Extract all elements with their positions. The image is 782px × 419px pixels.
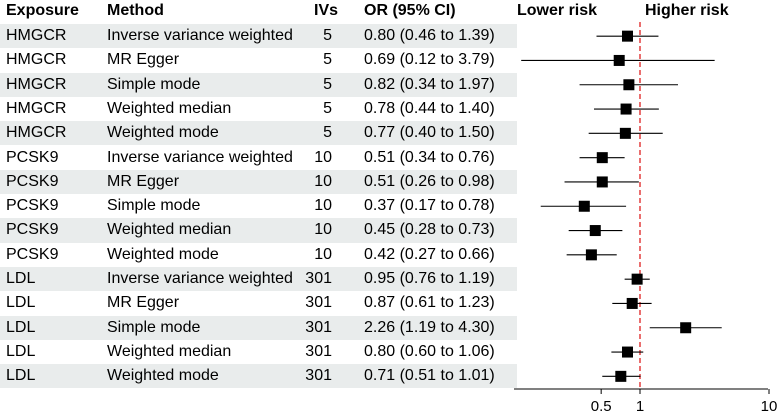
cell-method: Simple mode xyxy=(107,197,201,215)
cell-or-ci: 0.78 (0.44 to 1.40) xyxy=(364,99,495,117)
cell-exposure: HMGCR xyxy=(6,27,67,44)
cell-ivs: 5 xyxy=(323,51,332,69)
cell-method: Simple mode xyxy=(107,75,201,93)
point-estimate xyxy=(578,200,590,212)
cell-ivs: 5 xyxy=(323,75,332,93)
cell-method: Simple mode xyxy=(107,318,201,336)
cell-ivs: 301 xyxy=(305,367,332,385)
point-estimate xyxy=(585,249,597,261)
cell-or-ci: 0.95 (0.76 to 1.19) xyxy=(364,270,495,287)
point-estimate xyxy=(619,127,631,139)
point-estimate xyxy=(596,176,608,188)
cell-ivs: 301 xyxy=(305,342,332,360)
cell-or-ci: 0.80 (0.46 to 1.39) xyxy=(364,27,495,44)
cell-ivs: 10 xyxy=(314,245,332,263)
cell-exposure: LDL xyxy=(6,367,36,385)
cell-exposure: PCSK9 xyxy=(6,172,59,190)
cell-or-ci: 0.77 (0.40 to 1.50) xyxy=(364,124,495,142)
cell-exposure: PCSK9 xyxy=(6,148,59,166)
cell-ivs: 10 xyxy=(314,172,332,190)
point-estimate xyxy=(623,79,635,91)
cell-ivs: 10 xyxy=(314,221,332,239)
cell-or-ci: 0.82 (0.34 to 1.97) xyxy=(364,75,495,93)
point-estimate xyxy=(620,103,632,115)
row-background xyxy=(0,315,517,340)
row-background xyxy=(0,218,517,243)
cell-or-ci: 0.42 (0.27 to 0.66) xyxy=(364,245,495,263)
cell-or-ci: 0.51 (0.26 to 0.98) xyxy=(364,172,495,190)
cell-ivs: 10 xyxy=(314,197,332,215)
header-exposure: Exposure xyxy=(6,2,79,19)
header-method: Method xyxy=(107,2,164,19)
cell-method: Inverse variance weighted xyxy=(107,270,293,287)
cell-exposure: LDL xyxy=(6,342,36,360)
cell-method: Weighted median xyxy=(107,221,232,239)
cell-or-ci: 0.80 (0.60 to 1.06) xyxy=(364,342,495,360)
cell-ivs: 301 xyxy=(305,270,332,287)
x-tick-label: 1 xyxy=(636,398,644,415)
point-estimate xyxy=(613,54,625,66)
row-background xyxy=(0,72,517,97)
cell-exposure: HMGCR xyxy=(6,124,67,142)
cell-exposure: HMGCR xyxy=(6,99,67,117)
header-or-ci: OR (95% CI) xyxy=(364,2,456,19)
cell-ivs: 301 xyxy=(305,294,332,312)
x-tick-label: 10 xyxy=(761,398,778,415)
cell-or-ci: 0.45 (0.28 to 0.73) xyxy=(364,221,495,239)
header-lower-risk: Lower risk xyxy=(517,2,598,19)
cell-or-ci: 0.69 (0.12 to 3.79) xyxy=(364,51,495,69)
point-estimate xyxy=(626,297,638,309)
row-background xyxy=(0,364,517,389)
cell-method: Weighted mode xyxy=(107,367,219,385)
cell-or-ci: 2.26 (1.19 to 4.30) xyxy=(364,318,495,336)
cell-ivs: 5 xyxy=(323,27,332,44)
point-estimate xyxy=(596,152,608,164)
x-tick-label: 0.5 xyxy=(591,398,612,415)
cell-ivs: 5 xyxy=(323,99,332,117)
cell-or-ci: 0.71 (0.51 to 1.01) xyxy=(364,367,495,385)
cell-exposure: LDL xyxy=(6,294,36,312)
point-estimate xyxy=(589,225,601,237)
cell-exposure: LDL xyxy=(6,318,36,336)
point-estimate xyxy=(680,322,692,334)
cell-exposure: HMGCR xyxy=(6,75,67,93)
cell-exposure: PCSK9 xyxy=(6,221,59,239)
cell-method: Weighted mode xyxy=(107,245,219,263)
cell-or-ci: 0.87 (0.61 to 1.23) xyxy=(364,294,495,312)
cell-exposure: LDL xyxy=(6,270,36,287)
row-background xyxy=(0,169,517,195)
header-higher-risk: Higher risk xyxy=(645,2,729,19)
cell-exposure: PCSK9 xyxy=(6,197,59,215)
cell-ivs: 10 xyxy=(314,148,332,166)
cell-or-ci: 0.37 (0.17 to 0.78) xyxy=(364,197,495,215)
point-estimate xyxy=(615,370,627,382)
cell-method: Inverse variance weighted xyxy=(107,148,293,166)
cell-method: Weighted median xyxy=(107,99,232,117)
cell-method: Weighted median xyxy=(107,342,232,360)
row-background xyxy=(0,267,517,292)
cell-ivs: 301 xyxy=(305,318,332,336)
cell-method: MR Egger xyxy=(107,172,180,190)
row-background xyxy=(0,121,517,146)
header-ivs: IVs xyxy=(314,2,339,19)
cell-exposure: PCSK9 xyxy=(6,245,59,263)
point-estimate xyxy=(621,30,633,42)
cell-ivs: 5 xyxy=(323,124,332,142)
cell-or-ci: 0.51 (0.34 to 0.76) xyxy=(364,148,495,166)
point-estimate xyxy=(631,273,643,285)
cell-method: MR Egger xyxy=(107,294,180,312)
row-background xyxy=(0,24,517,49)
point-estimate xyxy=(621,346,633,358)
cell-method: Weighted mode xyxy=(107,124,219,142)
cell-method: Inverse variance weighted xyxy=(107,27,293,44)
cell-method: MR Egger xyxy=(107,51,180,69)
cell-exposure: HMGCR xyxy=(6,51,67,69)
